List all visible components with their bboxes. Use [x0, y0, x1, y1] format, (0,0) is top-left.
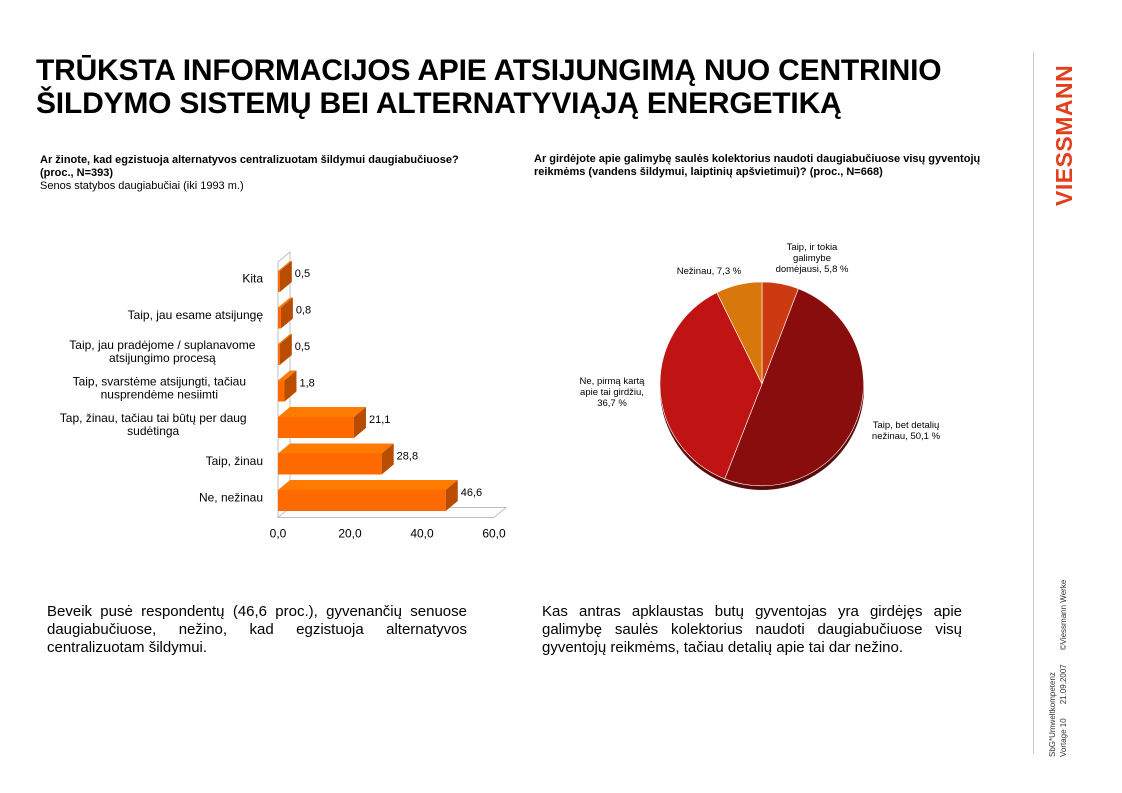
bar-data-label: 0,8: [296, 305, 311, 317]
left-chart-question: Ar žinote, kad egzistuoja alternatyvos c…: [40, 154, 460, 193]
bar-top-face: [278, 480, 458, 490]
right-question-text: Ar girdėjote apie galimybę saulės kolekt…: [534, 153, 981, 178]
bar-side-face: [381, 443, 394, 475]
bar-top-face: [278, 297, 293, 308]
x-tick-label: 20,0: [338, 527, 362, 541]
page-title-line-1: TRŪKSTA INFORMACIJOS APIE ATSIJUNGIMĄ NU…: [36, 54, 942, 87]
right-chart-question: Ar girdėjote apie galimybę saulės kolekt…: [534, 153, 994, 179]
bar-chart-floor: [276, 507, 508, 518]
bar-side-face: [445, 480, 458, 511]
viessmann-logo: VIESSMANN: [1042, 50, 1082, 208]
meta-copyright: ©Viessmann Werke: [1059, 579, 1068, 651]
bar-data-label: 1,8: [299, 378, 314, 390]
bar-top-face: [278, 443, 394, 454]
bar-top-face: [278, 261, 292, 271]
bar-data-label: 0,5: [295, 268, 310, 280]
pie-depth: [660, 286, 864, 490]
bar-category-label-line: Taip, jau pradėjome / suplanavome: [69, 338, 255, 352]
bar-front-face: [278, 490, 446, 511]
bar-data-label: 46,6: [461, 487, 482, 499]
bar-category-label: Taip, jau esame atsijungę: [128, 308, 264, 322]
meta-date: 21.09.2007: [1059, 664, 1068, 705]
bar-category-label: Kita: [242, 272, 263, 286]
bar-side-face: [279, 334, 292, 365]
right-summary: Kas antras apklaustas butų gyventojas yr…: [542, 603, 962, 656]
bar-category-label-line: sudėtinga: [127, 424, 179, 438]
viessmann-logo-text: VIESSMANN: [1051, 65, 1077, 206]
bar-category-label: Tap, žinau, tačiau tai būtų per daug sudė…: [60, 411, 247, 438]
x-tick-label: 40,0: [410, 527, 434, 541]
pie-slice-label-line: Ne, pirmą kartą: [580, 376, 646, 387]
pie-slice-label-line: domėjausi, 5,8 %: [776, 264, 849, 275]
bar-side-face: [284, 370, 297, 402]
bar-category-label: Taip, žinau: [206, 454, 263, 468]
pie-slice: [716, 281, 763, 385]
bar-side-face: [279, 261, 292, 292]
bar-category-label-line: Taip, svarstėme atsijungti, tačiau: [73, 375, 246, 389]
pie-slice-label-line: apie tai girdžiu,: [580, 387, 644, 398]
bar-category-label-line: Taip, žinau: [206, 454, 263, 468]
bar-category-label: Taip, svarstėme atsijungti, tačiau nuspre…: [73, 375, 246, 402]
pie-slice-label-line: Nežinau, 7,3 %: [677, 266, 742, 277]
pie-slice-label-line: Taip, ir tokia: [787, 242, 838, 253]
bar-data-label: 21,1: [369, 414, 390, 426]
pie-slice-label: Nežinau, 7,3 %: [677, 266, 742, 277]
bar-data-label: 0,5: [295, 341, 310, 353]
footer-meta: SbG*Umweltkompetenz Vortage 10 21.09.2007…: [1047, 557, 1087, 757]
bar: [278, 407, 366, 438]
left-question-subtitle: Senos statybos daugiabučiai (iki 1993 m.…: [40, 180, 244, 192]
bar-top-face: [278, 370, 297, 381]
left-question-text: Ar žinote, kad egzistuoja alternatyvos c…: [40, 154, 459, 179]
x-tick-label: 60,0: [482, 527, 506, 541]
bar: [278, 443, 394, 475]
bar-front-face: [278, 307, 281, 329]
vertical-divider: [1033, 52, 1034, 754]
left-summary: Beveik pusė respondentų (46,6 proc.), gy…: [47, 603, 467, 656]
bar-category-label-line: Ne, nežinau: [199, 491, 263, 505]
pie-slice-label-line: nežinau, 50,1 %: [872, 431, 941, 442]
page-title: TRŪKSTA INFORMACIJOS APIE ATSIJUNGIMĄ NU…: [36, 54, 1036, 120]
meta-line-1: SbG*Umweltkompetenz: [1048, 672, 1057, 757]
bar-side-face: [353, 407, 366, 438]
bar-category-label-line: Taip, jau esame atsijungę: [128, 308, 264, 322]
bar-category-label-line: Kita: [242, 272, 263, 286]
pie-slice: [724, 288, 864, 487]
pie-slice-label: Ne, pirmą kartą apie tai girdžiu, 36,7 %: [580, 376, 646, 409]
page-title-line-2: ŠILDYMO SISTEMŲ BEI ALTERNATYVIĄJĄ ENERG…: [36, 87, 842, 120]
bar-front-face: [278, 271, 280, 292]
bar-front-face: [278, 380, 285, 402]
bar-top-face: [278, 334, 292, 344]
pie-slice-label-line: 36,7 %: [597, 398, 627, 409]
bar: [278, 370, 297, 402]
pie-slice: [761, 281, 799, 385]
meta-line-2: Vortage 10 21.09.2007 ©Viessmann Werke: [1058, 557, 1069, 757]
bar-category-label-line: nusprendėme nesiimti: [101, 388, 218, 402]
x-tick-label: 0,0: [270, 527, 287, 541]
pie-slice: [659, 292, 763, 480]
bar-category-label: Ne, nežinau: [199, 491, 263, 505]
bar-data-label: 28,8: [397, 451, 418, 463]
bar: [278, 334, 292, 365]
pie-slice-label-line: Taip, bet detalių: [873, 420, 940, 431]
pie-slice-label: Taip, bet detalių nežinau, 50,1 %: [872, 420, 941, 442]
bar-front-face: [278, 417, 354, 438]
bar: [278, 480, 458, 511]
bar: [278, 297, 293, 329]
bar-top-face: [278, 407, 366, 417]
bar-front-face: [278, 344, 280, 365]
bar-front-face: [278, 453, 382, 475]
bar-chart-wall: [277, 250, 291, 518]
pie-slice-label-line: galimybe: [793, 253, 831, 264]
meta-slide: Vortage 10: [1059, 718, 1068, 757]
bar: [278, 261, 292, 292]
bar-category-label: Taip, jau pradėjome / suplanavome atsijun…: [69, 338, 255, 365]
bar-side-face: [280, 297, 293, 329]
pie-slice-label: Taip, ir tokia galimybe domėjausi, 5,8 %: [776, 242, 849, 275]
bar-category-label-line: Tap, žinau, tačiau tai būtų per daug: [60, 411, 247, 425]
bar-category-label-line: atsijungimo procesą: [109, 351, 216, 365]
